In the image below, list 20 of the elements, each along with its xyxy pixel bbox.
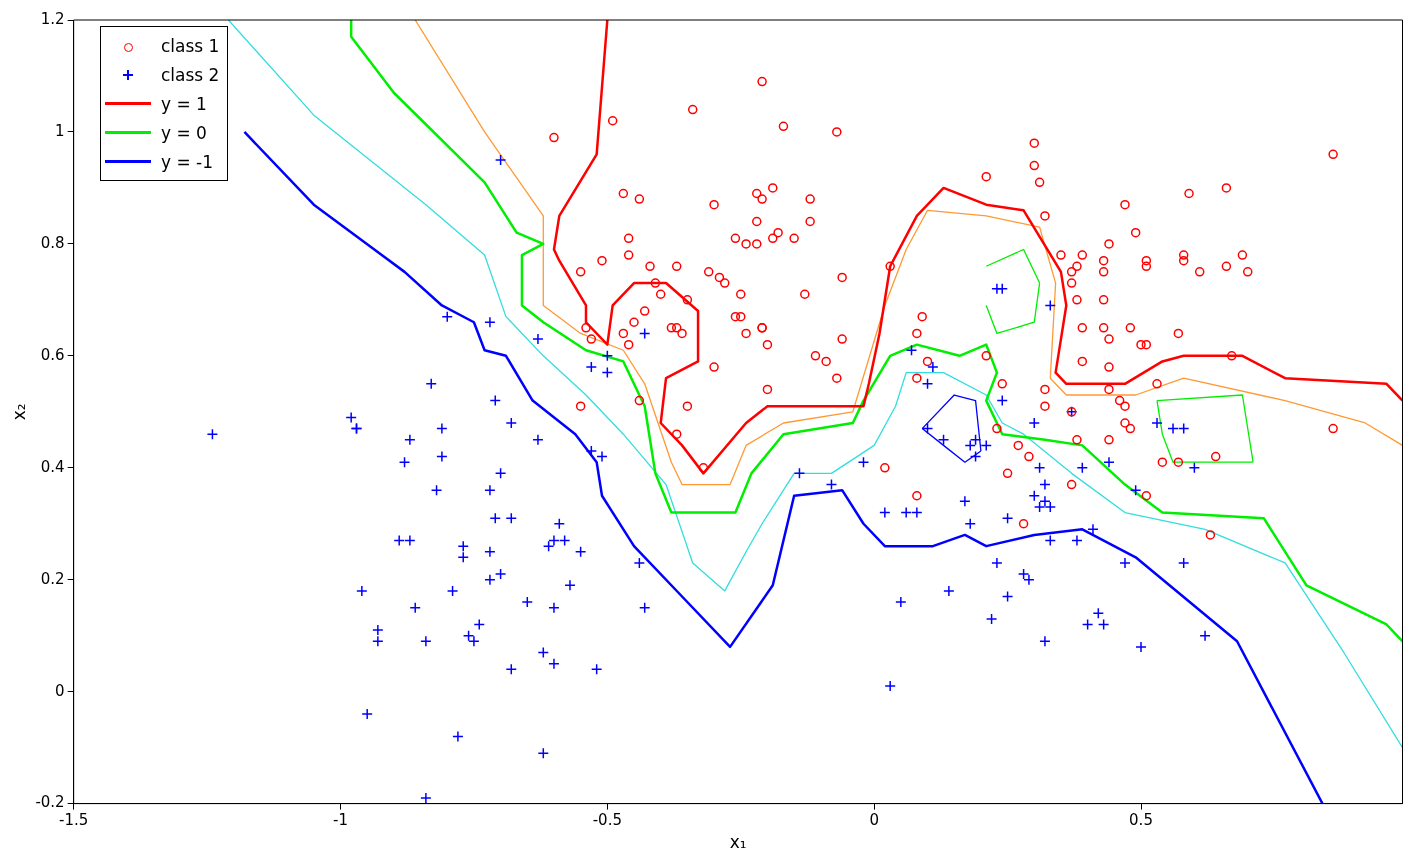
y-tick-label: 0.4 [40,457,65,476]
y-tick-label: 0.2 [40,569,65,588]
legend-label: y = 0 [161,122,207,143]
y-tick-label: -0.2 [35,793,65,812]
x-tick-label: 0.5 [1129,811,1153,830]
x-tick-label: -1.5 [59,811,89,830]
y-tick-label: 0.6 [40,345,65,364]
y-tick-label: 1 [55,121,65,140]
legend-label: y = -1 [161,151,214,172]
y-tick-label: 0.8 [40,233,65,252]
x-tick-label: -0.5 [592,811,622,830]
x-tick-label: 0 [869,811,879,830]
x-axis-title: x₁ [729,832,747,853]
legend-label: class 1 [161,35,220,56]
legend-label: class 2 [161,64,220,85]
y-axis-title: x₂ [8,403,29,421]
x-tick-label: -1 [333,811,348,830]
legend-label: y = 1 [161,93,207,114]
y-tick-label: 1.2 [40,9,65,28]
y-tick-label: 0 [55,681,65,700]
